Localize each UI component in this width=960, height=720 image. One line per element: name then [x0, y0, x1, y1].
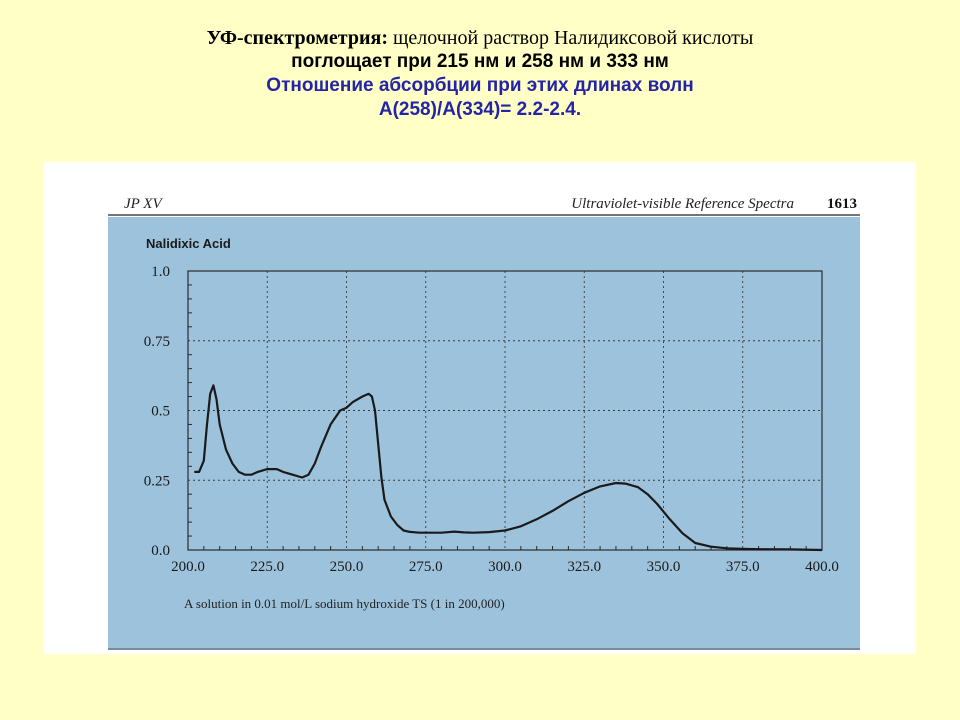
- x-tick-labels: 200.0 225.0 250.0 275.0 300.0 325.0 350.0 375.0…: [171, 559, 839, 575]
- page-number: 1613: [827, 196, 857, 212]
- y-tick-label: 0.25: [144, 473, 170, 489]
- axis-ticks: [188, 284, 807, 550]
- x-tick-label: 225.0: [250, 559, 284, 575]
- y-tick-label: 1.0: [151, 264, 170, 280]
- x-tick-label: 400.0: [805, 559, 839, 575]
- header-title-rest: щелочной раствор Налидиксовой кислоты: [387, 27, 754, 49]
- slide-header: УФ-спектрометрия: щелочной раствор Налид…: [0, 26, 960, 122]
- header-line-2: поглощает при 215 нм и 258 нм и 333 нм: [291, 51, 669, 72]
- header-title-bold: УФ-спектрометрия:: [206, 27, 388, 49]
- x-tick-label: 325.0: [567, 559, 601, 575]
- x-tick-label: 275.0: [409, 559, 443, 575]
- absorbance-series-line: [194, 384, 823, 552]
- header-line-3: Отношение абсорбции при этих длинах волн: [266, 75, 694, 96]
- spectrum-figure: JP XV Ultraviolet-visible Reference Spec…: [44, 162, 916, 654]
- y-tick-labels: 0.0 0.25 0.5 0.75 1.0: [144, 264, 170, 559]
- x-tick-label: 375.0: [726, 559, 760, 575]
- x-tick-label: 250.0: [330, 559, 364, 575]
- x-tick-label: 300.0: [488, 559, 522, 575]
- y-tick-label: 0.75: [144, 334, 170, 350]
- solution-annotation: A solution in 0.01 mol/L sodium hydroxid…: [184, 596, 505, 611]
- y-tick-label: 0.5: [151, 404, 170, 420]
- header-line-4: A(258)/A(334)= 2.2-2.4.: [378, 99, 582, 120]
- plot-frame: [187, 270, 823, 551]
- x-tick-label: 350.0: [647, 559, 681, 575]
- grid-lines: [188, 271, 822, 550]
- spectrum-chart: JP XV Ultraviolet-visible Reference Spec…: [108, 196, 860, 650]
- x-tick-label: 200.0: [171, 559, 205, 575]
- chart-title: Nalidixic Acid: [146, 236, 231, 251]
- y-tick-label: 0.0: [151, 543, 170, 559]
- plot-panel: [108, 217, 860, 650]
- left-header-label: JP XV: [124, 196, 163, 212]
- center-header-label: Ultraviolet-visible Reference Spectra: [571, 196, 794, 212]
- header-line-1: УФ-спектрометрия: щелочной раствор Налид…: [0, 26, 960, 50]
